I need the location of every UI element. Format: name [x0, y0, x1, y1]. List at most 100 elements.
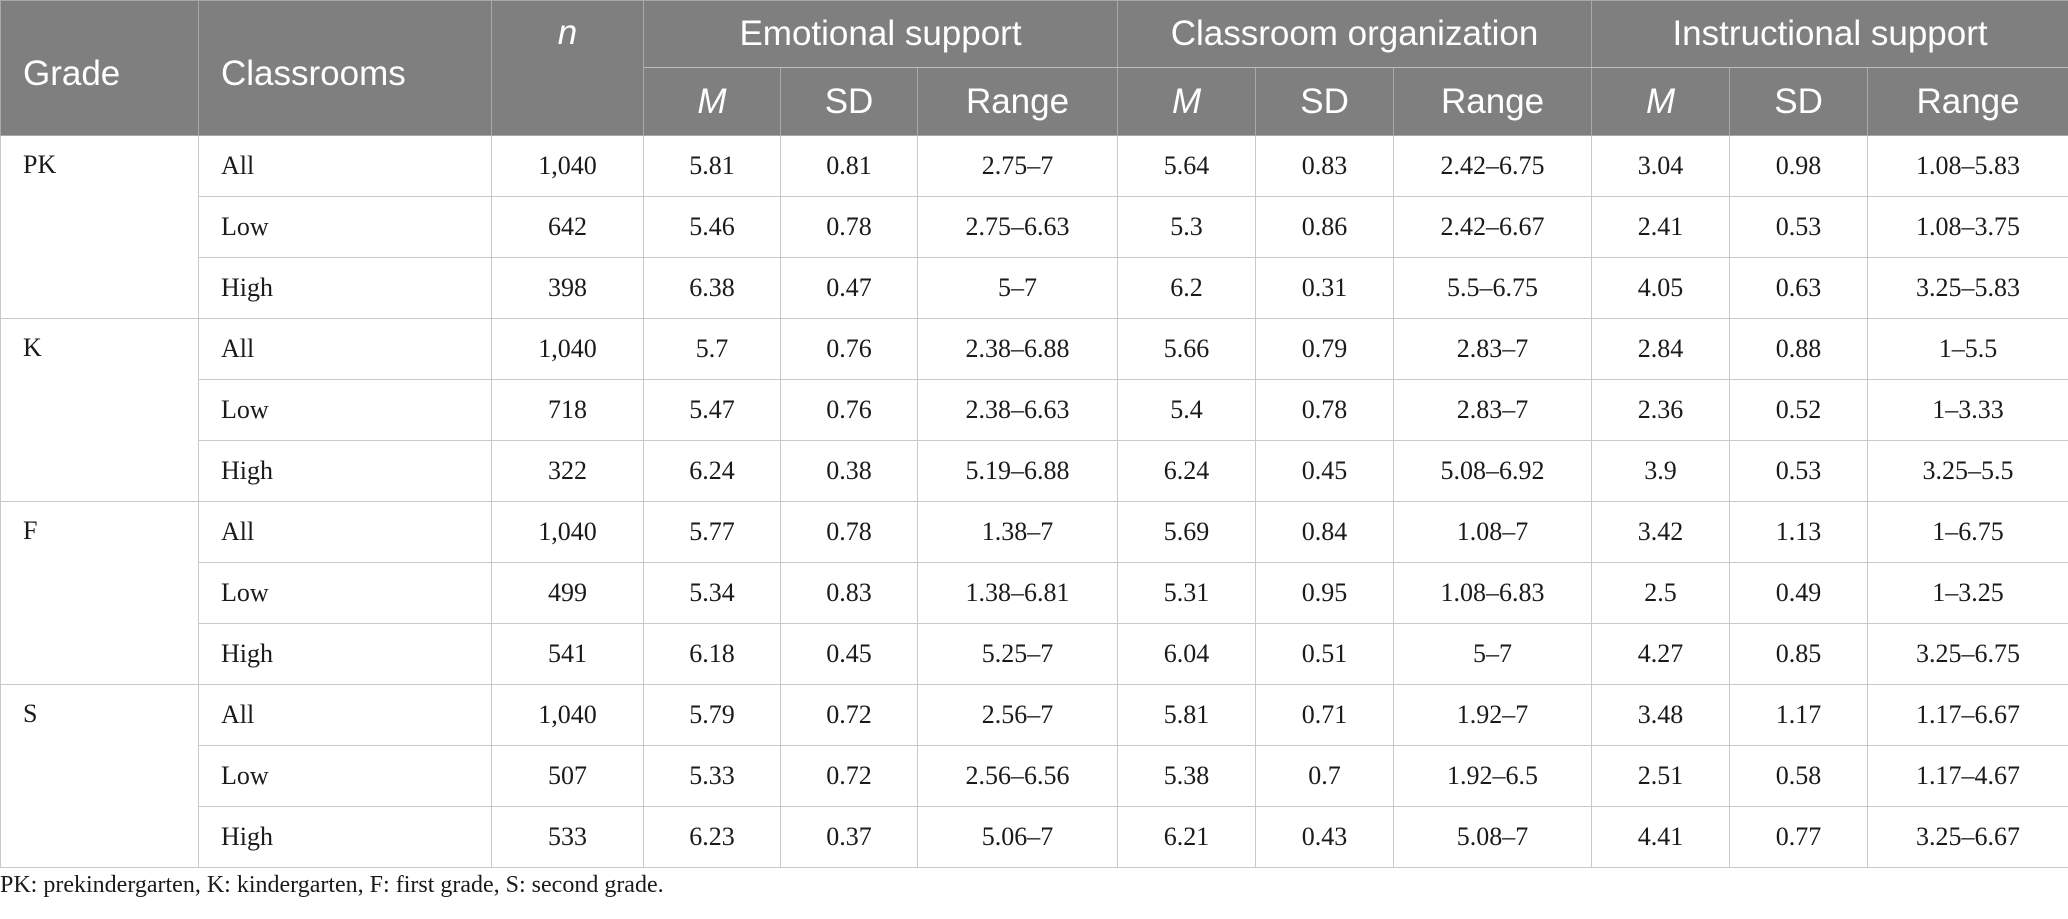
is-mean-cell: 3.42 — [1591, 501, 1731, 563]
co-mean-cell: 5.69 — [1117, 501, 1257, 563]
classroom-cell: All — [198, 135, 492, 197]
is-sd-cell: 0.53 — [1729, 440, 1869, 502]
header-grade: Grade — [0, 0, 199, 136]
es-sd-cell: 0.78 — [780, 501, 918, 563]
es-range-cell: 2.75–7 — [916, 135, 1119, 197]
es-mean-cell: 6.23 — [643, 806, 781, 868]
header-is-range: Range — [1867, 67, 2068, 136]
table-row: Low 507 5.33 0.72 2.56–6.56 5.38 0.7 1.92–6.5 2.… — [1, 745, 2068, 807]
is-sd-cell: 0.98 — [1729, 135, 1869, 197]
n-cell: 1,040 — [491, 501, 644, 563]
es-sd-cell: 0.78 — [780, 196, 918, 258]
es-range-cell: 2.38–6.63 — [916, 379, 1119, 441]
es-range-cell: 5.19–6.88 — [916, 440, 1119, 502]
table-row: High 322 6.24 0.38 5.19–6.88 6.24 0.45 5.08–6.9… — [1, 440, 2068, 502]
co-range-cell: 2.83–7 — [1393, 379, 1593, 441]
is-range-cell: 1–3.33 — [1867, 379, 2068, 441]
table-row: S All 1,040 5.79 0.72 2.56–7 5.81 0.71 1.92–7 3.4… — [0, 684, 2068, 868]
es-mean-cell: 5.46 — [643, 196, 781, 258]
is-range-cell: 1.17–6.67 — [1867, 684, 2068, 746]
classroom-cell: Low — [198, 745, 492, 807]
is-sd-cell: 0.88 — [1729, 318, 1869, 380]
es-range-cell: 2.38–6.88 — [916, 318, 1119, 380]
table-body: PK All 1,040 5.81 0.81 2.75–7 5.64 0.83 2.42–6.7… — [0, 135, 2068, 868]
co-range-cell: 1.08–7 — [1393, 501, 1593, 563]
is-range-cell: 1–3.25 — [1867, 562, 2068, 624]
es-sd-cell: 0.47 — [780, 257, 918, 319]
co-range-cell: 5.5–6.75 — [1393, 257, 1593, 319]
es-range-cell: 5.06–7 — [916, 806, 1119, 868]
classroom-cell: Low — [198, 562, 492, 624]
co-range-cell: 5.08–6.92 — [1393, 440, 1593, 502]
n-cell: 642 — [491, 196, 644, 258]
header-instructional-support: Instructional support — [1591, 0, 2068, 68]
is-mean-cell: 4.05 — [1591, 257, 1731, 319]
is-sd-cell: 1.17 — [1729, 684, 1869, 746]
classroom-cell: Low — [198, 196, 492, 258]
is-range-cell: 1.08–5.83 — [1867, 135, 2068, 197]
co-range-cell: 1.92–6.5 — [1393, 745, 1593, 807]
is-range-cell: 1–6.75 — [1867, 501, 2068, 563]
co-sd-cell: 0.51 — [1255, 623, 1395, 685]
es-mean-cell: 6.38 — [643, 257, 781, 319]
is-range-cell: 3.25–6.67 — [1867, 806, 2068, 868]
co-sd-cell: 0.79 — [1255, 318, 1395, 380]
is-sd-cell: 0.58 — [1729, 745, 1869, 807]
co-sd-cell: 0.86 — [1255, 196, 1395, 258]
is-mean-cell: 4.27 — [1591, 623, 1731, 685]
classroom-cell: High — [198, 440, 492, 502]
es-mean-cell: 5.33 — [643, 745, 781, 807]
es-sd-cell: 0.81 — [780, 135, 918, 197]
header-co-mean: M — [1117, 67, 1257, 136]
es-mean-cell: 5.81 — [643, 135, 781, 197]
co-sd-cell: 0.78 — [1255, 379, 1395, 441]
table-row: High 398 6.38 0.47 5–7 6.2 0.31 5.5–6.75 4.05 0.6… — [1, 257, 2068, 319]
co-sd-cell: 0.83 — [1255, 135, 1395, 197]
co-mean-cell: 6.2 — [1117, 257, 1257, 319]
n-cell: 718 — [491, 379, 644, 441]
co-mean-cell: 6.24 — [1117, 440, 1257, 502]
classroom-cell: All — [198, 684, 492, 746]
header-classroom-organization: Classroom organization — [1117, 0, 1593, 68]
table-row: Low 642 5.46 0.78 2.75–6.63 5.3 0.86 2.42–6.67 2… — [1, 196, 2068, 258]
co-range-cell: 1.92–7 — [1393, 684, 1593, 746]
es-mean-cell: 6.24 — [643, 440, 781, 502]
is-range-cell: 3.25–5.5 — [1867, 440, 2068, 502]
is-range-cell: 1.08–3.75 — [1867, 196, 2068, 258]
es-mean-cell: 5.47 — [643, 379, 781, 441]
is-sd-cell: 0.85 — [1729, 623, 1869, 685]
is-mean-cell: 3.48 — [1591, 684, 1731, 746]
table-footnote: PK: prekindergarten, K: kindergarten, F:… — [0, 872, 664, 898]
classroom-cell: High — [198, 806, 492, 868]
co-range-cell: 2.83–7 — [1393, 318, 1593, 380]
is-mean-cell: 2.84 — [1591, 318, 1731, 380]
co-sd-cell: 0.45 — [1255, 440, 1395, 502]
classroom-cell: All — [198, 501, 492, 563]
classroom-cell: High — [198, 257, 492, 319]
co-sd-cell: 0.84 — [1255, 501, 1395, 563]
es-sd-cell: 0.76 — [780, 379, 918, 441]
es-sd-cell: 0.45 — [780, 623, 918, 685]
grade-cell: S — [0, 684, 199, 868]
descriptive-stats-table: Grade Classrooms n Emotional support Cla… — [0, 0, 2068, 868]
es-range-cell: 5–7 — [916, 257, 1119, 319]
is-range-cell: 1.17–4.67 — [1867, 745, 2068, 807]
es-mean-cell: 5.7 — [643, 318, 781, 380]
header-emotional-support: Emotional support — [642, 0, 1119, 68]
co-mean-cell: 5.66 — [1117, 318, 1257, 380]
header-classrooms: Classrooms — [198, 0, 492, 136]
n-cell: 398 — [491, 257, 644, 319]
es-sd-cell: 0.76 — [780, 318, 918, 380]
es-mean-cell: 6.18 — [643, 623, 781, 685]
is-sd-cell: 1.13 — [1729, 501, 1869, 563]
is-sd-cell: 0.77 — [1729, 806, 1869, 868]
header-co-range: Range — [1393, 67, 1593, 136]
header-is-sd: SD — [1729, 67, 1869, 136]
table-row: High 533 6.23 0.37 5.06–7 6.21 0.43 5.08–7 4.41 0… — [1, 806, 2068, 868]
co-mean-cell: 5.64 — [1117, 135, 1257, 197]
es-range-cell: 1.38–6.81 — [916, 562, 1119, 624]
is-mean-cell: 2.51 — [1591, 745, 1731, 807]
table-row: PK All 1,040 5.81 0.81 2.75–7 5.64 0.83 2.42–6.7… — [0, 135, 2068, 319]
co-mean-cell: 5.38 — [1117, 745, 1257, 807]
n-cell: 1,040 — [491, 135, 644, 197]
